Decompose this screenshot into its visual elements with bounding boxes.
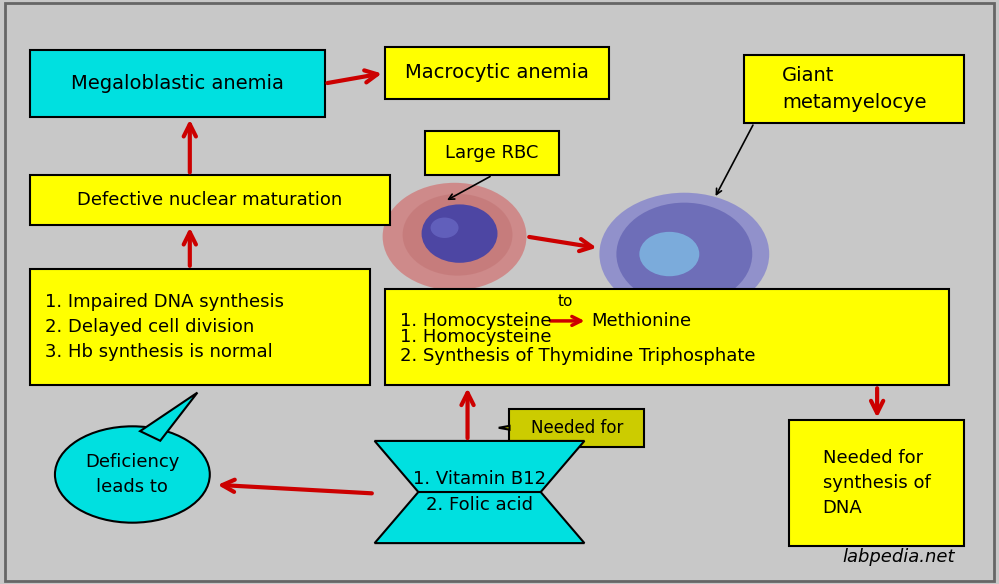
Ellipse shape bbox=[616, 203, 752, 305]
Text: Defective nuclear maturation: Defective nuclear maturation bbox=[77, 191, 343, 209]
Ellipse shape bbox=[383, 183, 526, 290]
FancyBboxPatch shape bbox=[744, 55, 964, 123]
FancyBboxPatch shape bbox=[385, 47, 609, 99]
Polygon shape bbox=[499, 426, 509, 430]
Text: 1. Homocysteine: 1. Homocysteine bbox=[400, 328, 551, 346]
FancyBboxPatch shape bbox=[789, 420, 964, 546]
Text: Needed for: Needed for bbox=[530, 419, 623, 437]
FancyBboxPatch shape bbox=[30, 50, 325, 117]
Polygon shape bbox=[140, 392, 198, 441]
Text: Needed for
synthesis of
DNA: Needed for synthesis of DNA bbox=[823, 449, 930, 517]
Ellipse shape bbox=[639, 232, 699, 276]
Text: to: to bbox=[557, 294, 573, 308]
Ellipse shape bbox=[55, 426, 210, 523]
Ellipse shape bbox=[431, 217, 459, 238]
Ellipse shape bbox=[422, 204, 498, 263]
Text: 1. Homocysteine: 1. Homocysteine bbox=[400, 312, 551, 330]
Polygon shape bbox=[375, 492, 584, 543]
FancyBboxPatch shape bbox=[425, 131, 559, 175]
Text: Giant
metamyelocye: Giant metamyelocye bbox=[782, 67, 926, 112]
Text: Methionine: Methionine bbox=[591, 312, 691, 330]
Ellipse shape bbox=[599, 193, 769, 315]
Text: Megaloblastic anemia: Megaloblastic anemia bbox=[71, 74, 284, 93]
Text: 1. Vitamin B12
2. Folic acid: 1. Vitamin B12 2. Folic acid bbox=[413, 470, 546, 515]
FancyBboxPatch shape bbox=[30, 269, 370, 385]
Text: 2. Synthesis of Thymidine Triphosphate: 2. Synthesis of Thymidine Triphosphate bbox=[400, 347, 755, 365]
FancyBboxPatch shape bbox=[30, 175, 390, 225]
Text: Deficiency
leads to: Deficiency leads to bbox=[85, 453, 180, 496]
Text: 1. Impaired DNA synthesis
2. Delayed cell division
3. Hb synthesis is normal: 1. Impaired DNA synthesis 2. Delayed cel… bbox=[45, 293, 284, 361]
Text: Macrocytic anemia: Macrocytic anemia bbox=[405, 64, 589, 82]
FancyBboxPatch shape bbox=[509, 409, 644, 447]
Polygon shape bbox=[375, 441, 584, 492]
FancyBboxPatch shape bbox=[5, 3, 994, 581]
FancyBboxPatch shape bbox=[385, 289, 949, 385]
Ellipse shape bbox=[403, 194, 512, 276]
Text: Large RBC: Large RBC bbox=[446, 144, 538, 162]
Text: labpedia.net: labpedia.net bbox=[843, 548, 955, 566]
